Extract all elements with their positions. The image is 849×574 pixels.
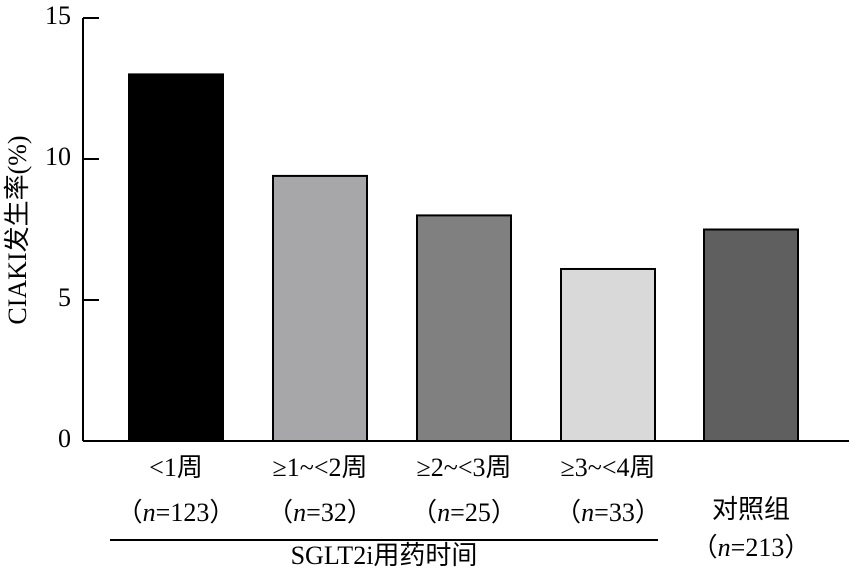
bar	[128, 73, 224, 443]
bar	[560, 267, 656, 443]
x-tick-label: <1周	[149, 453, 203, 482]
y-tick-label: 10	[45, 142, 71, 171]
x-tick-label: ≥2~<3周	[417, 453, 512, 482]
x-tick-label: （n=32）	[267, 498, 373, 527]
bar	[416, 214, 512, 442]
y-tick-label: 15	[45, 1, 71, 30]
x-tick-label: （n=213）	[692, 533, 811, 562]
bar	[272, 174, 368, 442]
x-tick-label: ≥3~<4周	[561, 453, 656, 482]
x-tick-label: （n=33）	[555, 498, 661, 527]
y-axis-label: CIAKI发生率(%)	[3, 135, 32, 324]
bar	[703, 228, 799, 442]
x-tick-label: （n=25）	[411, 498, 517, 527]
y-tick-label: 0	[58, 424, 71, 453]
x-tick-label: （n=123）	[117, 498, 236, 527]
x-tick-label: ≥1~<2周	[273, 453, 368, 482]
y-tick-label: 5	[58, 283, 71, 312]
x-tick-label: 对照组	[712, 495, 790, 524]
group-label: SGLT2i用药时间	[291, 541, 478, 570]
